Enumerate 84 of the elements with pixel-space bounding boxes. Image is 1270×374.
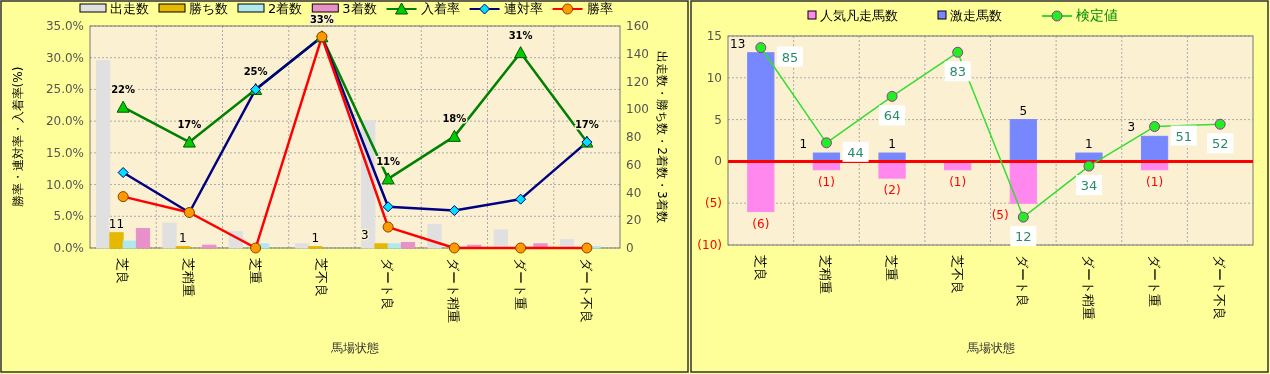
x-axis-title: 馬場状態 bbox=[965, 341, 1015, 355]
y2-axis-title: 出走数・勝ち数・2着数・3着数 bbox=[655, 51, 669, 223]
x-tick-label: ダート重 bbox=[512, 258, 528, 310]
x-tick-label: ダート稍重 bbox=[1080, 255, 1096, 320]
data-label: 1 bbox=[178, 230, 187, 245]
data-label: 3 bbox=[361, 227, 369, 242]
y-axis-title: 勝率・連対率・入着率(%) bbox=[11, 66, 25, 208]
data-label: 85 bbox=[781, 49, 799, 65]
data-label: 3 bbox=[1127, 120, 1136, 135]
y2-tick-label: 0 bbox=[626, 241, 634, 255]
x-tick-label: ダート不良 bbox=[578, 258, 594, 323]
legend-label: 出走数 bbox=[110, 1, 149, 16]
data-label: 1 bbox=[888, 137, 896, 152]
y-tick-label: (10) bbox=[697, 238, 722, 252]
data-label: (5) bbox=[991, 208, 1009, 223]
x-axis-title: 馬場状態 bbox=[330, 341, 379, 355]
x-tick-label: 芝不良 bbox=[949, 255, 965, 294]
x-tick-label: ダート稍重 bbox=[446, 258, 462, 323]
data-label: (1) bbox=[817, 174, 835, 189]
legend-label: 勝ち数 bbox=[189, 1, 228, 16]
y-tick-label: 10 bbox=[706, 70, 722, 85]
legend-label: 3着数 bbox=[342, 1, 377, 16]
legend-label: 激走馬数 bbox=[950, 8, 1002, 23]
x-tick-label: 芝良 bbox=[115, 258, 131, 284]
data-label: (1) bbox=[1146, 174, 1164, 189]
data-label: 5 bbox=[1019, 103, 1028, 118]
data-label: 31% bbox=[508, 29, 533, 41]
y2-tick-label: 160 bbox=[626, 19, 649, 33]
data-label: 52 bbox=[1211, 136, 1229, 152]
data-label: (6) bbox=[752, 216, 770, 231]
y2-tick-label: 100 bbox=[626, 102, 649, 117]
y-tick-label: 15.0% bbox=[45, 145, 84, 160]
y-tick-label: 15 bbox=[706, 29, 722, 43]
y-tick-label: (5) bbox=[705, 196, 722, 211]
data-label: (1) bbox=[949, 174, 967, 189]
legend-label: 検定値 bbox=[1076, 7, 1118, 23]
y-tick-label: 0 bbox=[714, 154, 722, 169]
data-label: 17% bbox=[574, 119, 599, 131]
data-label: 13 bbox=[730, 36, 746, 51]
y2-tick-label: 40 bbox=[626, 185, 642, 200]
y2-tick-label: 140 bbox=[626, 46, 649, 61]
x-tick-label: ダート重 bbox=[1146, 255, 1162, 307]
data-label: 12 bbox=[1015, 229, 1032, 245]
y2-tick-label: 60 bbox=[626, 157, 642, 172]
data-label: 44 bbox=[847, 144, 864, 160]
x-tick-label: ダート良 bbox=[380, 258, 396, 310]
y-tick-label: 30.0% bbox=[45, 50, 84, 65]
data-label: 18% bbox=[442, 113, 467, 125]
legend-label: 2着数 bbox=[268, 1, 303, 16]
y-tick-label: 10.0% bbox=[45, 177, 84, 192]
data-label: 34 bbox=[1080, 178, 1098, 194]
y-tick-label: 0.0% bbox=[53, 241, 84, 255]
legend-label: 入着率 bbox=[420, 1, 460, 16]
data-label: 64 bbox=[883, 108, 901, 124]
x-tick-label: 芝不良 bbox=[313, 258, 329, 297]
data-label: 51 bbox=[1175, 128, 1192, 144]
data-label: 11 bbox=[108, 216, 125, 231]
data-label: 1 bbox=[311, 230, 320, 245]
y-tick-label: 5.0% bbox=[53, 209, 84, 224]
x-tick-label: 芝稍重 bbox=[181, 258, 197, 297]
data-label: 1 bbox=[1085, 137, 1093, 152]
x-tick-label: ダート不良 bbox=[1212, 255, 1228, 320]
y-tick-label: 25.0% bbox=[45, 82, 84, 97]
y2-tick-label: 80 bbox=[626, 130, 642, 144]
x-tick-label: ダート良 bbox=[1015, 255, 1031, 307]
y-tick-label: 35.0% bbox=[45, 19, 84, 33]
y2-tick-label: 20 bbox=[626, 213, 642, 228]
data-label: 1 bbox=[799, 137, 808, 152]
legend-label: 人気凡走馬数 bbox=[820, 8, 898, 23]
data-label: 25% bbox=[243, 66, 268, 78]
x-tick-label: 芝重 bbox=[884, 255, 900, 281]
data-label: 33% bbox=[309, 13, 334, 25]
y2-tick-label: 120 bbox=[626, 74, 649, 89]
legend-label: 連対率 bbox=[503, 1, 543, 16]
y-tick-label: 20.0% bbox=[45, 114, 84, 129]
data-label: 17% bbox=[177, 119, 202, 131]
x-tick-label: 芝稍重 bbox=[818, 255, 834, 294]
data-label: (2) bbox=[883, 183, 901, 198]
x-tick-label: 芝重 bbox=[247, 258, 263, 284]
data-label: 83 bbox=[949, 64, 966, 80]
data-label: 22% bbox=[111, 84, 136, 96]
y-tick-label: 5 bbox=[714, 112, 722, 127]
x-tick-label: 芝良 bbox=[752, 255, 768, 281]
legend-label: 勝率 bbox=[586, 1, 613, 16]
